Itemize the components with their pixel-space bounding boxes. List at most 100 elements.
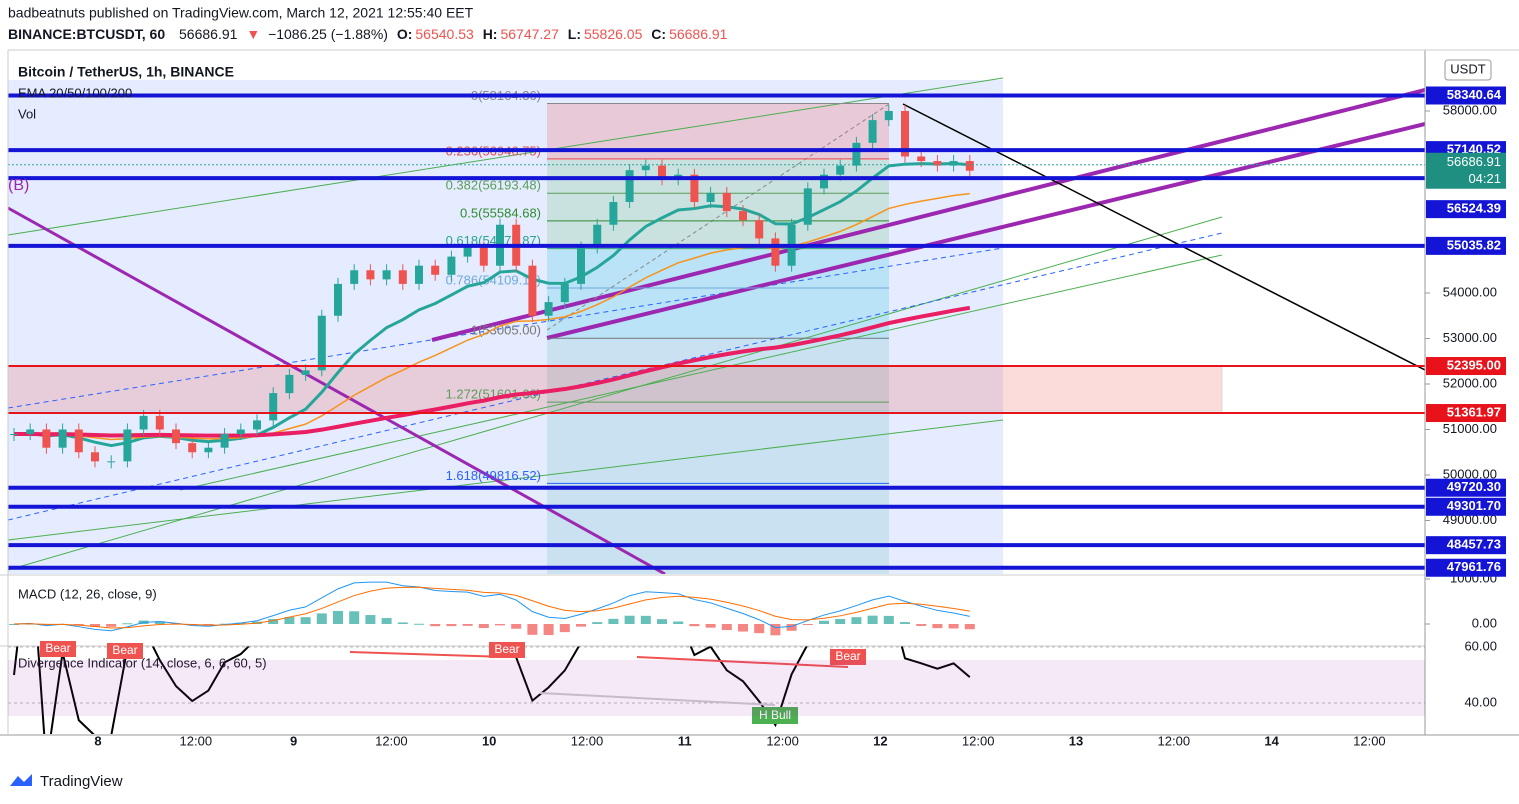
- fib-label: 0.382(56193.48): [446, 178, 541, 193]
- candle: [431, 265, 440, 275]
- macd-hist: [705, 624, 716, 628]
- price-tick-label: 54000.00: [1443, 284, 1497, 299]
- macd-hist: [446, 624, 457, 627]
- candle: [949, 161, 958, 166]
- candle: [868, 120, 877, 143]
- signal-line: [13, 586, 970, 629]
- candle: [965, 161, 974, 171]
- level-label: 56524.39: [1447, 201, 1501, 216]
- macd-hist: [948, 624, 959, 629]
- candle: [220, 434, 229, 448]
- time-tick-label: 13: [1069, 733, 1083, 748]
- macd-hist: [462, 624, 473, 626]
- macd-hist: [203, 624, 214, 626]
- candle: [852, 142, 861, 166]
- macd-hist: [835, 619, 846, 624]
- macd-hist: [106, 624, 117, 627]
- time-tick-label: 11: [678, 733, 692, 748]
- macd-hist: [673, 621, 684, 624]
- candle: [739, 211, 747, 221]
- candle: [301, 370, 310, 375]
- level-label: 58340.64: [1447, 87, 1502, 102]
- macd-hist: [349, 611, 360, 624]
- candle: [253, 420, 261, 430]
- macd-hist: [90, 624, 100, 627]
- drawings: [7, 77, 1425, 574]
- candle: [820, 174, 828, 189]
- candle: [74, 429, 83, 453]
- macd-hist: [365, 615, 376, 624]
- macd-hist: [527, 624, 538, 635]
- candle: [577, 247, 585, 284]
- candle: [690, 174, 699, 202]
- price-tick-label: 58000.00: [1443, 102, 1497, 117]
- candle: [317, 315, 326, 371]
- candle: [544, 302, 553, 316]
- time-tick-label: 12: [873, 733, 887, 748]
- time-tick-label: 8: [94, 733, 101, 748]
- brand: TradingView: [40, 773, 123, 790]
- candle: [771, 238, 780, 266]
- div-tick-label: 60.00: [1464, 638, 1497, 653]
- macd-hist: [268, 619, 279, 624]
- candle: [107, 461, 116, 463]
- time-tick-label: 12:00: [375, 733, 408, 748]
- candle: [917, 156, 926, 162]
- header-line: badbeatnuts published on TradingView.com…: [8, 5, 474, 21]
- legend-ema: EMA 20/50/100/200: [18, 85, 132, 100]
- candle: [803, 188, 812, 225]
- macd-hist: [9, 624, 19, 625]
- level-label: 48457.73: [1447, 537, 1501, 552]
- fib-label: 1.618(49816.52): [446, 468, 541, 483]
- macd-hist: [867, 615, 878, 624]
- macd-hist: [851, 617, 862, 624]
- signal: Bear: [835, 649, 860, 663]
- time-tick-label: 12:00: [1158, 733, 1191, 748]
- macd-hist: [333, 610, 343, 624]
- brand-logo: [10, 774, 32, 786]
- candle: [188, 443, 197, 453]
- macd-hist: [543, 624, 554, 636]
- macd-hist: [300, 617, 311, 624]
- level-label: 49720.30: [1447, 479, 1501, 494]
- candle: [269, 393, 278, 421]
- macd-hist: [495, 624, 505, 626]
- level-label: 51361.97: [1447, 404, 1501, 419]
- candle: [58, 429, 67, 448]
- signal: H Bull: [759, 708, 791, 722]
- legend-div: Divergence Indicator (14, close, 6, 6, 6…: [18, 655, 267, 670]
- macd-hist: [122, 623, 133, 625]
- legend-title: Bitcoin / TetherUS, 1h, BINANCE: [18, 64, 234, 80]
- macd-hist: [624, 615, 635, 624]
- candle: [236, 429, 245, 435]
- macd-hist: [154, 621, 165, 624]
- candle: [334, 283, 342, 316]
- candle: [933, 161, 942, 166]
- candle: [415, 265, 423, 284]
- candle: [722, 192, 731, 212]
- candle: [139, 415, 148, 430]
- candle: [901, 111, 909, 157]
- level-box: [1426, 478, 1506, 497]
- candle: [204, 447, 213, 453]
- candle: [560, 283, 569, 303]
- macd-hist: [754, 624, 765, 634]
- current-label: 56686.91: [1447, 154, 1501, 169]
- macd-hist: [576, 624, 586, 627]
- chart-layer: 0(58164.36)0.236(56946.75)0.382(56193.48…: [8, 86, 1506, 748]
- level-box: [1426, 536, 1506, 555]
- macd-hist: [592, 622, 603, 624]
- level-label: 55035.82: [1447, 237, 1501, 252]
- macd-hist: [608, 618, 619, 624]
- level-box: [1426, 200, 1506, 219]
- price-tick-label: 50000.00: [1443, 466, 1497, 481]
- current-box: [1426, 152, 1506, 189]
- time-tick-label: 12:00: [1353, 733, 1386, 748]
- legend-vol: Vol: [18, 106, 36, 121]
- candle: [884, 111, 893, 121]
- level-box: [1426, 236, 1506, 255]
- candle: [641, 165, 650, 171]
- countdown: 04:21: [1468, 171, 1501, 186]
- macd-hist: [900, 622, 910, 624]
